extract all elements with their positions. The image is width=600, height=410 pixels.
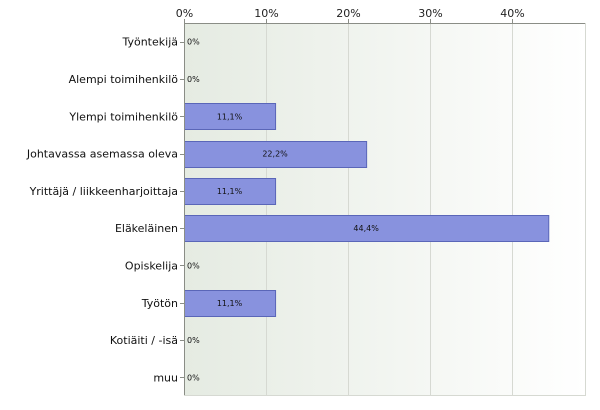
category-label: Johtavassa asemassa oleva bbox=[26, 148, 178, 161]
value-label: 0% bbox=[187, 75, 200, 84]
x-tick-label: 30% bbox=[418, 7, 442, 20]
category-label: Kotiäiti / -isä bbox=[110, 334, 178, 347]
value-label: 11,1% bbox=[217, 299, 243, 308]
x-tick-labels: 0% 10% 20% 30% 40% bbox=[176, 7, 525, 20]
category-label: muu bbox=[153, 371, 178, 384]
value-label: 11,1% bbox=[217, 187, 243, 196]
category-label: Eläkeläinen bbox=[115, 222, 178, 235]
bar bbox=[184, 215, 550, 242]
category-labels: Työntekijä Alempi toimihenkilö Ylempi toim… bbox=[26, 36, 178, 385]
bar bbox=[184, 178, 277, 205]
category-label: Ylempi toimihenkilö bbox=[68, 110, 178, 123]
bar bbox=[184, 103, 277, 130]
value-label: 0% bbox=[187, 38, 200, 47]
value-label: 44,4% bbox=[353, 224, 379, 233]
x-tick-label: 10% bbox=[254, 7, 278, 20]
value-label: 0% bbox=[187, 336, 200, 345]
value-label: 0% bbox=[187, 261, 200, 270]
category-label: Yrittäjä / liikkeenharjoittaja bbox=[29, 185, 178, 198]
x-tick-label: 0% bbox=[176, 7, 193, 20]
category-label: Opiskelija bbox=[125, 259, 178, 272]
value-labels: 0% 0% 11,1% 22,2% 11,1% 44,4% 0% 11,1% 0% 0% bbox=[187, 38, 379, 383]
category-label: Työntekijä bbox=[121, 36, 178, 49]
bars bbox=[184, 103, 550, 317]
axes bbox=[180, 23, 586, 396]
category-label: Alempi toimihenkilö bbox=[69, 73, 179, 86]
plot-area bbox=[184, 23, 586, 396]
gridlines bbox=[184, 19, 513, 396]
category-label: Työtön bbox=[141, 297, 178, 310]
value-label: 0% bbox=[187, 373, 200, 382]
value-label: 11,1% bbox=[217, 112, 243, 121]
value-label: 22,2% bbox=[262, 150, 288, 159]
x-tick-label: 40% bbox=[500, 7, 524, 20]
bar bbox=[184, 290, 277, 317]
x-tick-label: 20% bbox=[336, 7, 360, 20]
